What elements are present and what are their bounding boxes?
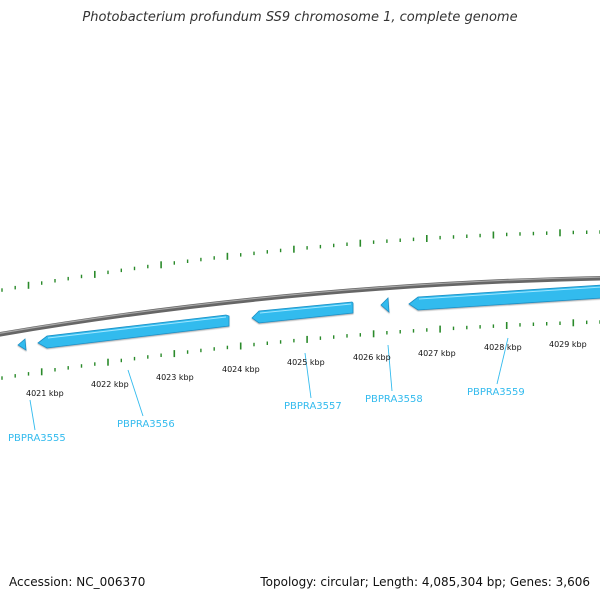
tick-label: 4027 kbp [418,349,456,358]
genome-summary-text: Topology: circular; Length: 4,085,304 bp… [260,575,590,589]
gene-label-leaders [29,337,509,431]
chromosome-backbone [0,275,600,337]
tick-labels: 4021 kbp 4022 kbp 4023 kbp 4024 kbp 4025… [26,340,587,398]
accession-text: Accession: NC_006370 [9,575,146,589]
tick-label: 4022 kbp [91,380,129,389]
gene-arrow-pbpra3558[interactable] [380,297,390,313]
tick-label: 4025 kbp [287,358,325,367]
gene-label-pbpra3557[interactable]: PBPRA3557 [284,401,342,412]
inner-tick-track [1,319,600,380]
tick-label: 4028 kbp [484,343,522,352]
gene-label-pbpra3559[interactable]: PBPRA3559 [467,387,525,398]
map-title: Photobacterium profundum SS9 chromosome … [82,10,518,25]
gene-arrow-pbpra3559[interactable] [408,284,600,311]
gene-labels: PBPRA3555 PBPRA3556 PBPRA3557 PBPRA3558 … [8,387,525,444]
gene-label-pbpra3556[interactable]: PBPRA3556 [117,419,175,430]
gene-arrow-pbpra3555[interactable] [17,338,27,351]
tick-label: 4026 kbp [353,353,391,362]
tick-label: 4029 kbp [549,340,587,349]
gene-label-pbpra3558[interactable]: PBPRA3558 [365,394,423,405]
tick-label: 4021 kbp [26,389,64,398]
gene-label-pbpra3555[interactable]: PBPRA3555 [8,433,66,444]
gene-arrow-pbpra3556[interactable] [37,314,230,349]
tick-label: 4023 kbp [156,373,194,382]
gene-track [17,284,600,351]
tick-label: 4024 kbp [222,365,260,374]
gene-arrow-pbpra3557[interactable] [251,301,354,324]
outer-tick-track [1,229,600,292]
gene-highlights [47,286,600,339]
